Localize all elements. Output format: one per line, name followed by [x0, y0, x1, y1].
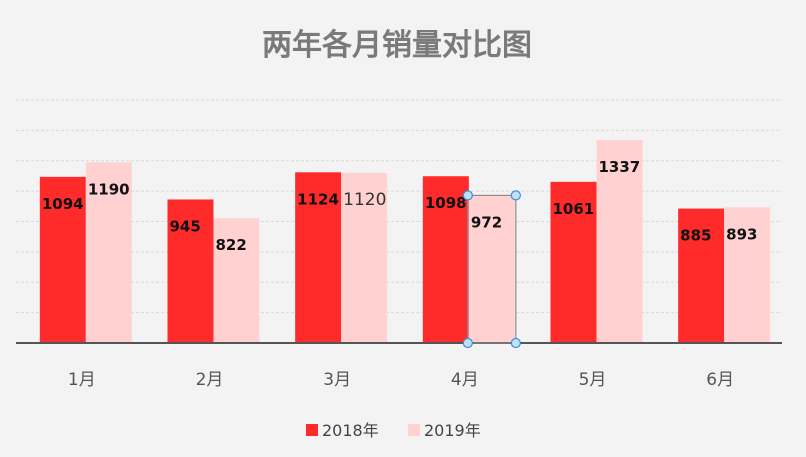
bar-series1-2[interactable]: [167, 199, 214, 343]
bar-series2-1[interactable]: [85, 162, 132, 343]
data-label: 1098: [425, 194, 467, 212]
x-tick-label: 2月: [196, 370, 224, 390]
bar-series1-1[interactable]: [39, 176, 86, 343]
data-label: 1337: [599, 158, 641, 176]
bar-series2-3[interactable]: [341, 172, 388, 343]
selection-outline: [467, 194, 517, 344]
legend-label: 2018年: [322, 421, 379, 440]
data-label: 1094: [42, 195, 84, 213]
legend-swatch: [306, 424, 318, 436]
chart-title: 两年各月销量对比图: [262, 28, 532, 63]
x-tick-label: 5月: [579, 370, 607, 390]
resize-handle[interactable]: [462, 190, 473, 201]
x-tick-label: 3月: [323, 370, 351, 390]
data-label: 945: [170, 217, 201, 235]
legend-label: 2019年: [424, 421, 481, 440]
gridlines: [16, 99, 782, 314]
bar-series2-6[interactable]: [724, 207, 771, 343]
bars-group[interactable]: [39, 139, 771, 343]
bar-series2-2[interactable]: [213, 218, 260, 343]
legend-swatch: [408, 424, 420, 436]
resize-handle[interactable]: [462, 337, 473, 349]
resize-handle[interactable]: [510, 337, 521, 349]
x-tick-label: 1月: [68, 370, 96, 390]
data-label: 1061: [553, 200, 595, 218]
data-label: 893: [726, 225, 757, 243]
resize-handle[interactable]: [510, 190, 521, 201]
data-label: 972: [471, 213, 502, 231]
legend: 2018年 2019年: [306, 421, 481, 440]
bar-series2-5[interactable]: [596, 139, 643, 343]
data-label: 822: [216, 236, 247, 254]
data-label: 1190: [88, 180, 130, 198]
x-tick-labels: 1月 2月 3月 4月 5月 6月: [68, 370, 734, 390]
x-tick-label: 6月: [706, 370, 734, 390]
bar-series1-6[interactable]: [678, 208, 725, 343]
data-label: 1120: [343, 190, 386, 210]
bar-series1-4[interactable]: [422, 176, 469, 343]
data-label: 885: [680, 227, 711, 245]
x-tick-label: 4月: [451, 370, 479, 390]
data-label: 1124: [297, 190, 339, 208]
bar-series2-4[interactable]: [468, 195, 515, 343]
selection-handles[interactable]: [462, 190, 521, 349]
bar-series1-5[interactable]: [550, 181, 597, 343]
bar-series1-3[interactable]: [295, 172, 342, 343]
